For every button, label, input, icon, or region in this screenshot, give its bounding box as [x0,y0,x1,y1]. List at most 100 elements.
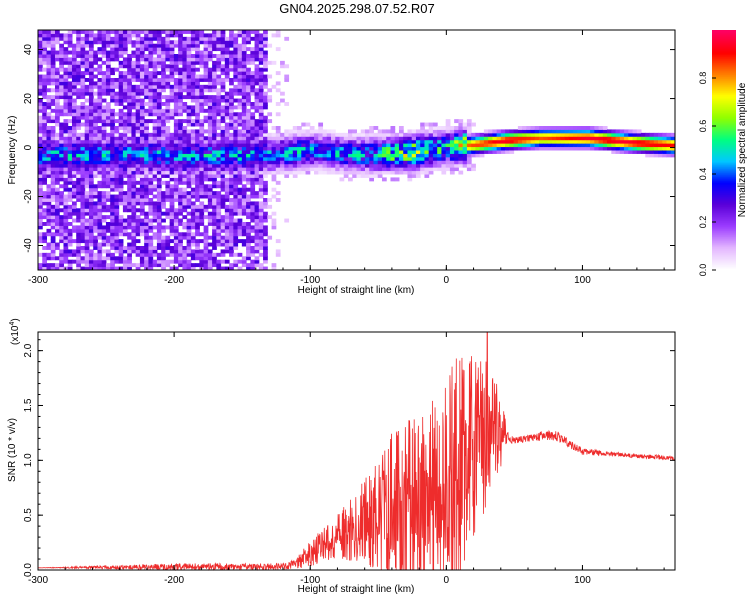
spectrogram-cell [271,136,277,141]
spectrogram-cell [326,129,332,134]
spectrogram-cell [212,88,217,93]
spectrogram-cell [88,215,94,220]
spectrogram-cell [611,129,617,134]
spectrogram-cell [38,180,43,185]
spectrogram-cell [254,204,260,209]
spectrogram-cell [131,112,137,117]
colorbar-step [712,196,736,199]
spectrogram-cell [466,129,472,134]
spectrogram-cell [173,153,179,158]
spectrogram-cell [398,170,404,175]
spectrogram-cell [229,153,234,158]
spectrogram-cell [254,132,260,137]
spectrogram-cell [352,139,357,144]
spectrogram-cell [148,47,154,52]
spectrogram-cell [246,122,251,127]
spectrogram-cell [80,246,86,250]
spectrogram-cell [88,112,94,117]
spectrogram-cell [42,81,47,86]
spectrogram-cell [152,67,158,72]
spectrogram-cell [220,194,226,199]
spectrogram-cell [110,84,115,89]
spectrogram-cell [275,160,281,165]
spectrogram-cell [42,156,47,161]
spectrogram-cell [50,129,56,134]
spectrogram-cell [360,153,366,158]
spectrogram-cell [110,184,115,189]
spectrogram-cell [135,170,141,175]
spectrogram-cell [263,228,268,233]
spectrogram-cell [131,246,137,250]
spectrogram-cell [67,50,73,55]
spectrogram-cell [662,132,668,137]
spectrogram-cell [135,105,141,110]
spectrogram-cell [314,167,319,172]
spectrogram-cell [178,180,183,185]
spectrogram-cell [636,132,642,137]
spectrogram-cell [63,232,69,237]
spectrogram-cell [386,139,391,144]
spectrogram-cell [114,198,120,202]
spectrogram-cell [93,256,98,261]
spectrogram-cell [63,71,69,76]
spectrogram-cell [178,153,183,158]
spectrogram-cell [101,163,107,168]
spectrogram-cell [156,33,162,38]
spectrogram-cell [556,143,561,148]
spectrogram-cell [152,88,158,93]
spectrogram-cell [641,139,646,144]
spectrogram-cell [381,150,387,154]
spectrogram-cell [46,60,52,65]
spectrogram-cell [122,88,128,93]
spectrogram-cell [195,50,200,55]
spectrogram-cell [105,50,111,55]
spectrogram-cell [182,139,188,144]
spectrogram-cell [131,129,137,134]
spectrogram-cell [76,194,81,199]
spectrogram-cell [165,81,171,86]
spectrogram-cell [199,132,205,137]
spectrogram-cell [203,256,209,261]
spectrogram-cell [348,153,353,158]
spectrogram-cell [173,78,179,82]
spectrogram-cell [173,129,179,134]
spectrogram-cell [42,105,47,110]
spectrogram-cell [220,198,226,202]
spectrogram-cell [127,119,132,124]
spectrogram-cell [50,235,56,240]
spectrogram-cell [71,191,77,196]
spectrogram-cell [666,139,672,144]
spectrogram-cell [407,139,413,144]
spectrogram-cell [534,129,540,134]
spectrogram-cell [54,74,60,79]
spectrogram-cell [220,30,226,34]
spectrogram-cell [122,91,128,96]
spectrogram-cell [152,249,158,254]
spectrogram-cell [233,98,239,103]
spectrogram-cell [237,194,243,199]
spectrogram-cell [182,132,188,137]
spectrogram-cell [67,191,73,196]
spectrogram-cell [71,259,77,264]
spectrogram-cell [67,177,73,182]
spectrogram-cell [377,143,383,148]
spectrogram-cell [38,40,43,45]
spectrogram-cell [195,208,200,213]
spectrogram-cell [573,136,578,141]
spectrogram-cell [63,228,69,233]
spectrogram-cell [173,225,179,230]
spectrogram-cell [165,108,171,113]
spectrogram-cell [241,208,247,213]
colorbar-step [712,170,736,173]
spectrogram-cell [156,235,162,240]
spectrogram-cell [114,47,120,52]
spectrogram-cell [80,64,86,69]
spectrogram-cell [496,143,502,148]
spectrogram-cell [500,132,506,137]
spectrogram-cell [407,156,413,161]
spectrogram-cell [263,54,268,58]
spectrogram-cell [71,211,77,216]
spectrogram-cell [263,239,268,244]
spectrogram-cell [186,228,192,233]
spectrogram-cell [233,74,239,79]
